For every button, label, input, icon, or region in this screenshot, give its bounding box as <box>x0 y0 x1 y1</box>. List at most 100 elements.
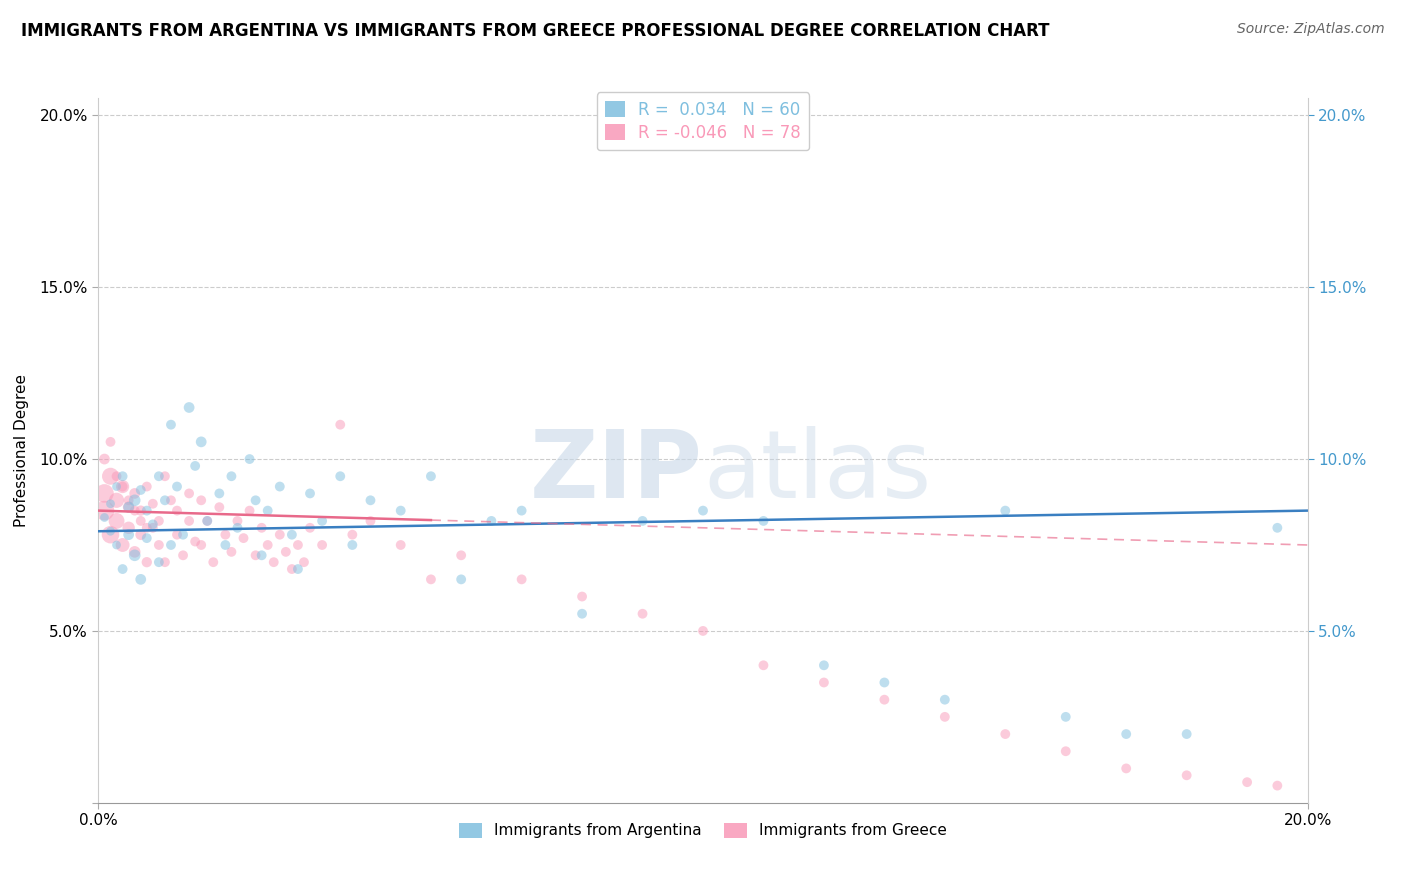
Point <box>118 493 141 508</box>
Point <box>153 493 176 508</box>
Point <box>160 417 183 432</box>
Point <box>299 521 322 535</box>
Point <box>153 555 176 569</box>
Point <box>100 434 122 449</box>
Point <box>111 562 134 576</box>
Point <box>1175 768 1198 782</box>
Point <box>135 503 157 517</box>
Point <box>105 479 128 493</box>
Point <box>1267 521 1289 535</box>
Point <box>256 538 278 552</box>
Point <box>124 486 146 500</box>
Point <box>692 624 714 638</box>
Point <box>631 607 654 621</box>
Point <box>135 479 157 493</box>
Point <box>692 503 714 517</box>
Point <box>360 514 382 528</box>
Point <box>190 434 212 449</box>
Point <box>172 527 194 541</box>
Point <box>148 514 170 528</box>
Point <box>420 469 443 483</box>
Point <box>281 562 304 576</box>
Point <box>274 545 297 559</box>
Point <box>292 555 315 569</box>
Point <box>1054 710 1077 724</box>
Point <box>118 527 141 541</box>
Point <box>129 514 152 528</box>
Point <box>269 527 291 541</box>
Point <box>179 486 201 500</box>
Point <box>250 521 273 535</box>
Point <box>148 538 170 552</box>
Point <box>105 514 128 528</box>
Point <box>263 555 285 569</box>
Point <box>129 483 152 497</box>
Point <box>124 549 146 563</box>
Point <box>93 503 115 517</box>
Point <box>195 514 218 528</box>
Point <box>481 514 503 528</box>
Point <box>232 531 254 545</box>
Point <box>184 534 207 549</box>
Text: ZIP: ZIP <box>530 425 703 517</box>
Point <box>118 500 141 515</box>
Point <box>226 514 249 528</box>
Point <box>813 658 835 673</box>
Y-axis label: Professional Degree: Professional Degree <box>14 374 28 527</box>
Point <box>571 607 593 621</box>
Point <box>111 538 134 552</box>
Point <box>510 573 533 587</box>
Point <box>250 549 273 563</box>
Point <box>813 675 835 690</box>
Point <box>873 675 896 690</box>
Point <box>129 527 152 541</box>
Point <box>994 727 1017 741</box>
Point <box>129 503 152 517</box>
Point <box>100 524 122 539</box>
Point <box>256 503 278 517</box>
Point <box>1115 761 1137 775</box>
Point <box>269 479 291 493</box>
Point <box>420 573 443 587</box>
Point <box>105 493 128 508</box>
Point <box>202 555 225 569</box>
Point <box>195 514 218 528</box>
Point <box>208 500 231 515</box>
Point <box>93 452 115 467</box>
Point <box>160 538 183 552</box>
Point <box>111 479 134 493</box>
Point <box>281 527 304 541</box>
Point <box>124 503 146 517</box>
Point <box>752 658 775 673</box>
Point <box>166 479 188 493</box>
Point <box>100 527 122 541</box>
Point <box>450 549 472 563</box>
Point <box>1054 744 1077 758</box>
Text: Source: ZipAtlas.com: Source: ZipAtlas.com <box>1237 22 1385 37</box>
Point <box>190 538 212 552</box>
Point <box>389 538 412 552</box>
Point <box>135 555 157 569</box>
Point <box>129 573 152 587</box>
Point <box>221 545 243 559</box>
Point <box>105 469 128 483</box>
Legend: Immigrants from Argentina, Immigrants from Greece: Immigrants from Argentina, Immigrants fr… <box>453 817 953 845</box>
Point <box>752 514 775 528</box>
Point <box>93 486 115 500</box>
Point <box>342 538 364 552</box>
Point <box>93 510 115 524</box>
Text: atlas: atlas <box>703 425 931 517</box>
Point <box>118 521 141 535</box>
Point <box>100 469 122 483</box>
Point <box>160 493 183 508</box>
Point <box>118 500 141 515</box>
Point <box>135 521 157 535</box>
Point <box>226 521 249 535</box>
Point <box>105 538 128 552</box>
Point <box>111 469 134 483</box>
Point <box>214 538 236 552</box>
Point <box>124 493 146 508</box>
Point <box>190 493 212 508</box>
Point <box>1236 775 1258 789</box>
Point <box>135 531 157 545</box>
